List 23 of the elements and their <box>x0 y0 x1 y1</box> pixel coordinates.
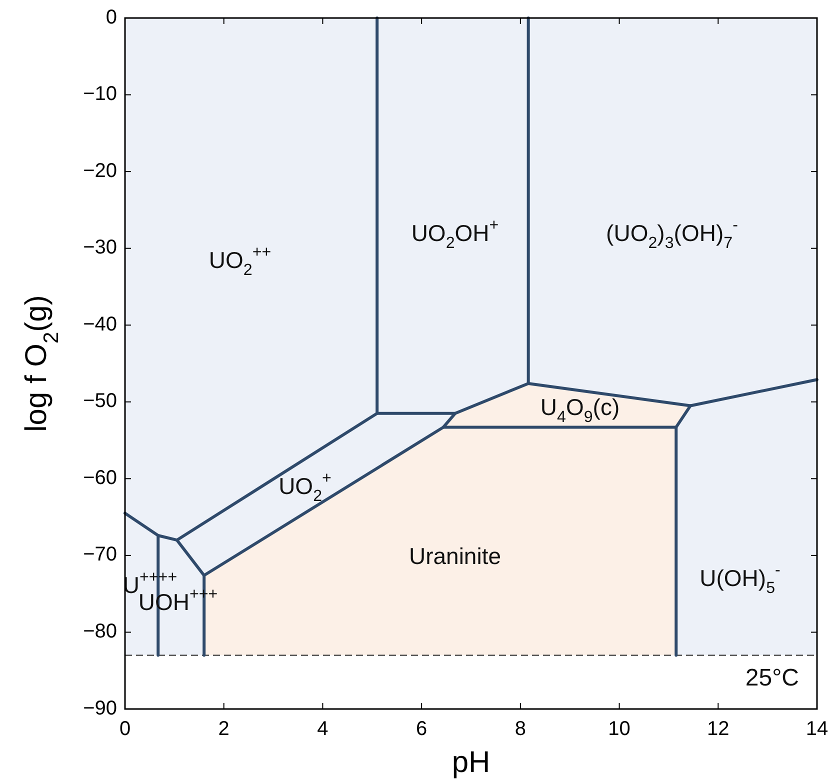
x-tick-label: 2 <box>218 718 230 740</box>
y-tick-label: −10 <box>83 83 117 106</box>
y-tick-label: −60 <box>83 466 117 489</box>
y-tick-label: −90 <box>83 697 117 720</box>
y-tick-label: 0 <box>106 6 117 28</box>
y-tick-label: −80 <box>83 620 117 643</box>
y-tick-label: −40 <box>83 313 117 336</box>
y-tick-label: −70 <box>83 544 117 566</box>
x-tick-label: 10 <box>608 718 630 740</box>
annotation: Uraninite <box>408 543 502 570</box>
ref-line-label: 25°C <box>745 664 799 692</box>
x-tick-label: 14 <box>806 718 828 740</box>
x-tick-label: 8 <box>514 718 526 740</box>
x-tick-label: 4 <box>317 718 328 740</box>
x-tick-label: 0 <box>119 718 131 740</box>
y-tick-label: −30 <box>83 236 117 259</box>
annotation: UO$_{2}$OH$^{+}$ <box>411 216 499 252</box>
annotation: U$_{4}$O$_{9}$(c) <box>540 394 620 426</box>
x-tick-label: 12 <box>707 718 730 740</box>
y-tick-label: −20 <box>83 160 117 182</box>
x-axis-title: pH <box>452 746 490 779</box>
x-tick-label: 6 <box>416 718 428 740</box>
y-tick-label: −50 <box>83 390 117 412</box>
